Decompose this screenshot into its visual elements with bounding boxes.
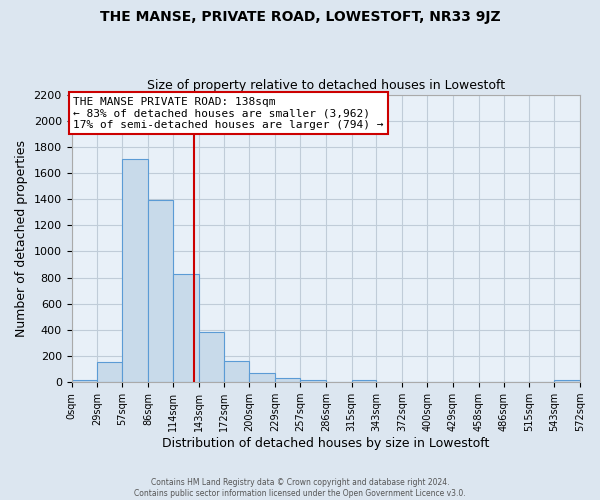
Y-axis label: Number of detached properties: Number of detached properties: [15, 140, 28, 337]
Bar: [173, 274, 199, 382]
Bar: [122, 158, 148, 382]
Text: THE MANSE PRIVATE ROAD: 138sqm
← 83% of detached houses are smaller (3,962)
17% : THE MANSE PRIVATE ROAD: 138sqm ← 83% of …: [73, 96, 384, 130]
Bar: [199, 332, 224, 382]
Bar: [352, 380, 376, 382]
Bar: [554, 380, 580, 382]
Bar: [275, 378, 300, 382]
Bar: [148, 200, 173, 382]
Text: Contains HM Land Registry data © Crown copyright and database right 2024.
Contai: Contains HM Land Registry data © Crown c…: [134, 478, 466, 498]
Bar: [250, 373, 275, 382]
Title: Size of property relative to detached houses in Lowestoft: Size of property relative to detached ho…: [147, 79, 505, 92]
Bar: [300, 380, 326, 382]
Bar: [71, 380, 97, 382]
Bar: [224, 360, 250, 382]
X-axis label: Distribution of detached houses by size in Lowestoft: Distribution of detached houses by size …: [162, 437, 490, 450]
Bar: [97, 362, 122, 382]
Text: THE MANSE, PRIVATE ROAD, LOWESTOFT, NR33 9JZ: THE MANSE, PRIVATE ROAD, LOWESTOFT, NR33…: [100, 10, 500, 24]
